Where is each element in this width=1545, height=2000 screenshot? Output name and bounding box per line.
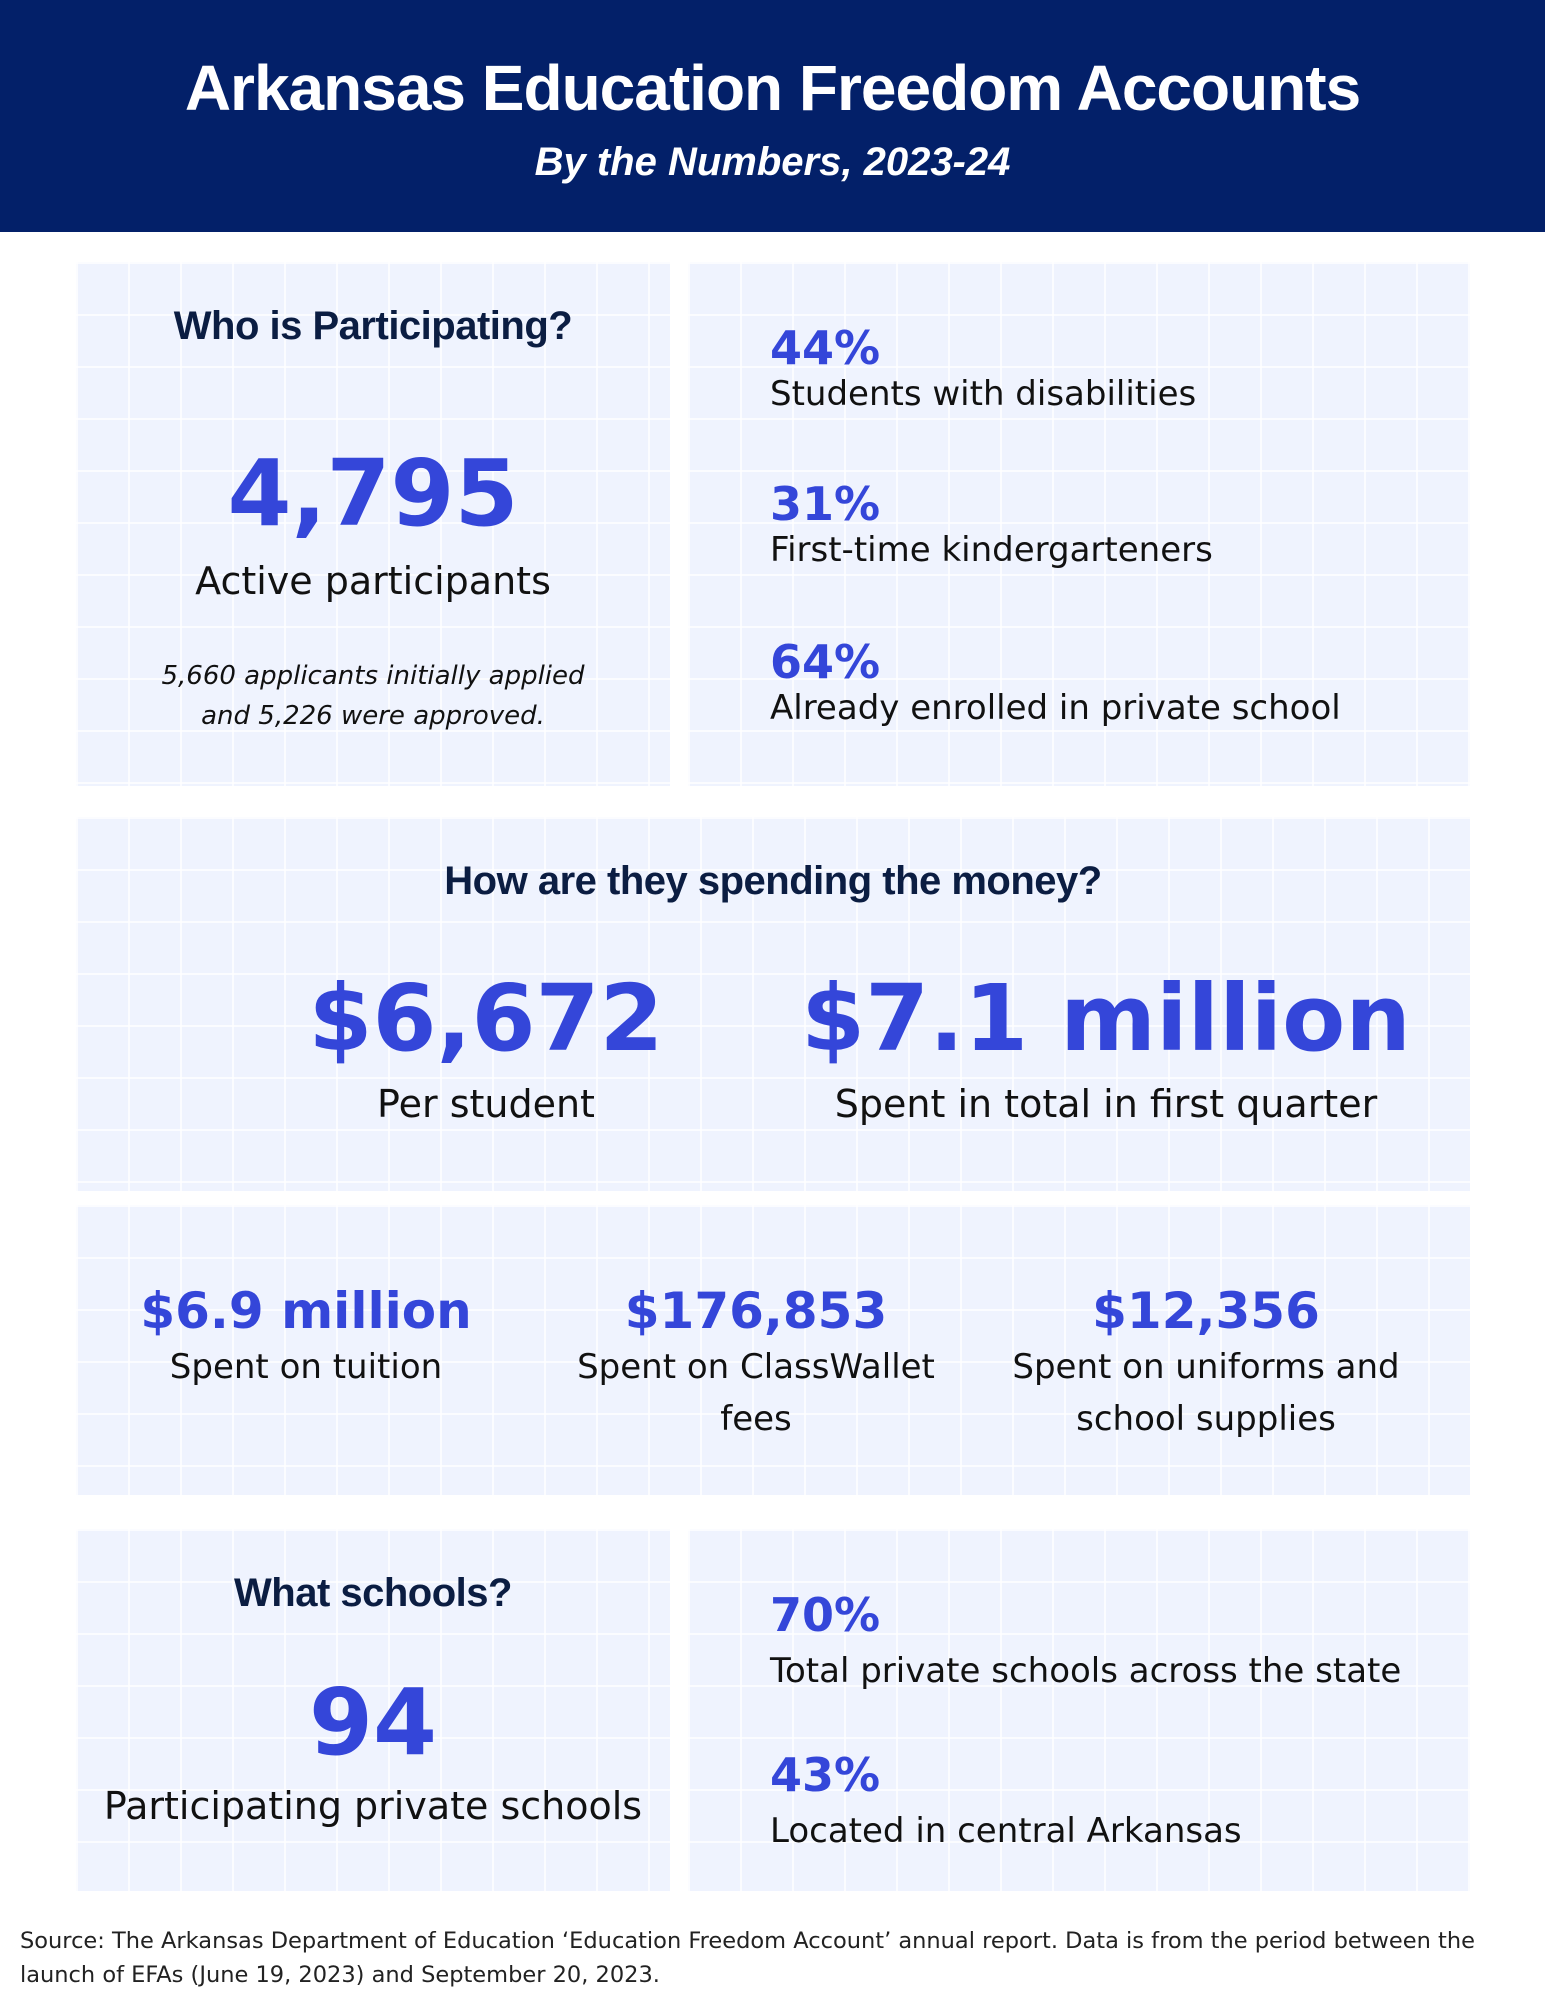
stat-value: 70% — [770, 1588, 881, 1642]
participation-panel: Who is Participating? 4,795 Active parti… — [76, 262, 670, 786]
schools-heading: What schools? — [234, 1571, 512, 1615]
breakdown-tuition: $6.9 million Spent on tuition — [116, 1281, 496, 1393]
applicants-note-line2: and 5,226 were approved. — [201, 701, 545, 731]
stat-kindergarteners: 31% First-time kindergarteners — [770, 478, 1450, 570]
total-spent-value: $7.1 million — [801, 965, 1411, 1072]
stat-value: 43% — [770, 1748, 881, 1802]
spending-heading: How are they spending the money? — [444, 859, 1102, 903]
spending-breakdown-panel: $6.9 million Spent on tuition $176,853 S… — [76, 1205, 1470, 1495]
source-note: Source: The Arkansas Department of Educa… — [20, 1928, 1475, 1988]
stat-already-private: 64% Already enrolled in private school — [770, 636, 1450, 728]
applicants-note-line1: 5,660 applicants initially applied — [161, 661, 585, 691]
stat-label: Already enrolled in private school — [770, 688, 1341, 728]
stat-label: Total private schools across the state — [770, 1651, 1402, 1691]
stat-value: 44% — [770, 321, 881, 375]
participation-stats-panel: 44% Students with disabilities 31% First… — [688, 262, 1470, 786]
total-spent-label: Spent in total in first quarter — [834, 1082, 1378, 1126]
breakdown-uniforms: $12,356 Spent on uniforms and school sup… — [996, 1281, 1416, 1445]
breakdown-value: $6.9 million — [140, 1282, 472, 1340]
breakdown-label: Spent on ClassWallet fees — [577, 1347, 935, 1439]
stat-label: First-time kindergarteners — [770, 530, 1213, 570]
participating-schools-label: Participating private schools — [103, 1784, 643, 1828]
stat-value: 64% — [770, 635, 881, 689]
per-student-value: $6,672 — [308, 965, 664, 1072]
schools-panel: What schools? 94 Participating private s… — [76, 1529, 670, 1891]
stat-label: Students with disabilities — [770, 374, 1197, 414]
breakdown-value: $176,853 — [624, 1282, 888, 1340]
per-student-label: Per student — [377, 1082, 595, 1126]
header-banner: Arkansas Education Freedom Accounts By t… — [0, 0, 1545, 232]
participating-schools-value: 94 — [308, 1669, 438, 1776]
participation-heading: Who is Participating? — [173, 304, 573, 348]
stat-disabilities: 44% Students with disabilities — [770, 322, 1450, 414]
page-title: Arkansas Education Freedom Accounts — [184, 52, 1361, 124]
page-subtitle: By the Numbers, 2023-24 — [534, 140, 1011, 184]
breakdown-classwallet: $176,853 Spent on ClassWallet fees — [556, 1281, 956, 1445]
stat-value: 31% — [770, 477, 881, 531]
spending-panel: How are they spending the money? $6,672 … — [76, 817, 1470, 1191]
stat-label: Located in central Arkansas — [770, 1811, 1242, 1851]
breakdown-label: Spent on tuition — [169, 1347, 443, 1387]
schools-stats-panel: 70% Total private schools across the sta… — [688, 1529, 1470, 1891]
breakdown-value: $12,356 — [1092, 1282, 1320, 1340]
active-participants-label: Active participants — [195, 559, 551, 603]
active-participants-value: 4,795 — [227, 440, 519, 547]
breakdown-label: Spent on uniforms and school supplies — [1012, 1347, 1400, 1439]
stat-total-private-schools: 70% Total private schools across the sta… — [770, 1589, 1450, 1691]
stat-central-arkansas: 43% Located in central Arkansas — [770, 1749, 1450, 1851]
